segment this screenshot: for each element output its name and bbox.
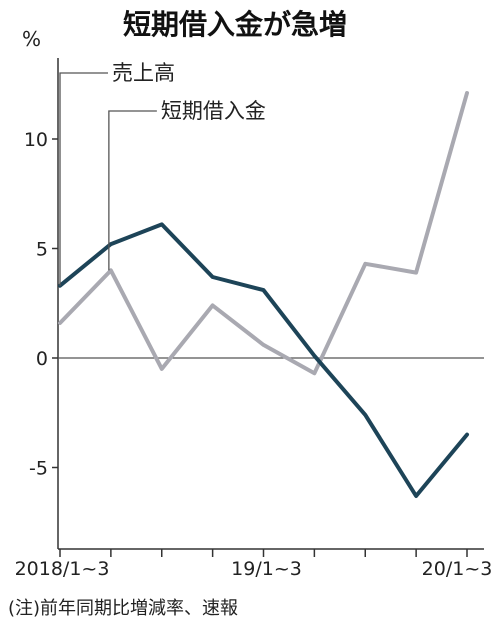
x-tick-label: 2018/1~3 xyxy=(15,558,110,580)
x-ticks: 2018/1~3 19/1~3 20/1~3 xyxy=(15,549,493,580)
y-axis-unit: % xyxy=(22,27,41,51)
x-tick-label: 19/1~3 xyxy=(231,558,302,580)
legend-leader-line xyxy=(108,110,157,271)
chart-title: 短期借入金が急増 xyxy=(123,8,347,41)
y-tick-label: 10 xyxy=(24,129,48,151)
y-tick-label: 0 xyxy=(36,348,48,370)
legend-leader-line xyxy=(59,72,108,286)
y-tick-label: 5 xyxy=(36,239,48,261)
series-line-1 xyxy=(58,91,469,376)
y-tick-label: -5 xyxy=(29,458,48,480)
series-group xyxy=(58,91,469,498)
y-ticks: 10 5 0 -5 xyxy=(24,129,58,480)
legend-label: 短期借入金 xyxy=(161,99,266,123)
series-line-0 xyxy=(58,222,469,498)
legend-label: 売上高 xyxy=(112,61,175,85)
x-tick-label: 20/1~3 xyxy=(422,558,493,580)
chart-note: (注)前年同期比増減率、速報 xyxy=(8,598,238,619)
